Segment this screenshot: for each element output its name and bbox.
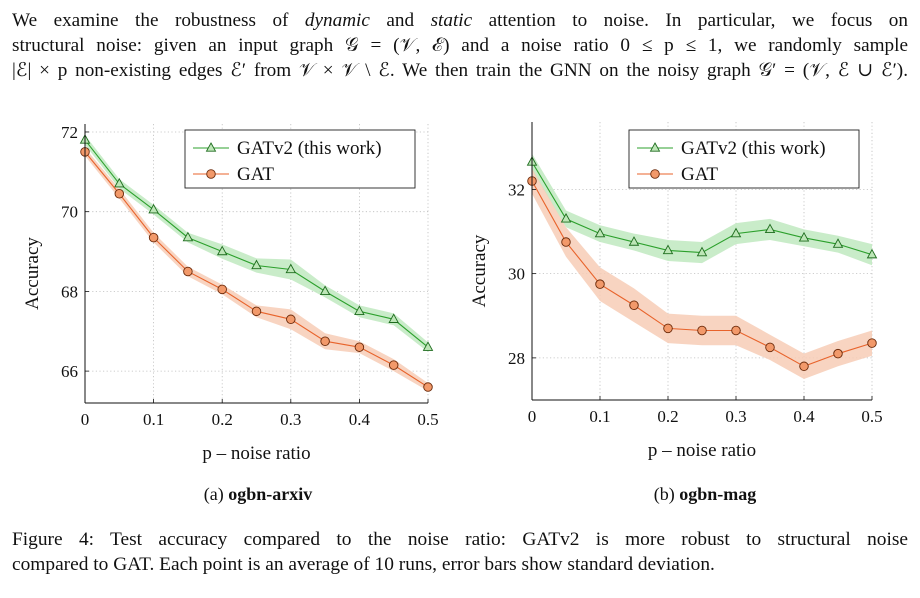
legend: GATv2 (this work) GAT	[184, 129, 416, 189]
legend: GATv2 (this work) GAT	[628, 129, 860, 189]
x-axis-label: p – noise ratio	[648, 440, 756, 461]
data-point-gatv2	[832, 238, 844, 248]
y-tick-label: 28	[508, 349, 525, 368]
std-band-gatv2	[85, 135, 428, 352]
data-point-gatv2	[594, 227, 606, 238]
legend-label: GAT	[237, 164, 274, 185]
data-point-gat	[114, 188, 125, 199]
legend-marker-gatv2	[205, 142, 217, 152]
x-tick-label: 0.1	[143, 410, 164, 429]
subcaption-a: (a) ogbn-arxiv	[38, 484, 478, 505]
chart-ogbn-arxiv: 0 0.1 0.2 0.3 0.4 0.5 66 68 70 72 p – noise ratio A…	[22, 123, 439, 464]
data-point-gat	[663, 323, 673, 334]
data-point-gat	[286, 314, 296, 325]
data-point-gat	[833, 348, 843, 359]
figure-caption: Figure 4: Test accuracy compared to the …	[12, 527, 908, 577]
intro-paragraph: We examine the robustness of dynamic and…	[12, 8, 908, 83]
grid-lines	[531, 122, 873, 400]
data-point-gat	[183, 266, 193, 277]
x-tick-label: 0.4	[349, 410, 371, 429]
paragraph-line-3: |ℰ| × p non-existing edges ℰ′ from 𝒱 × 𝒱…	[12, 60, 908, 81]
data-point-gat	[731, 325, 741, 336]
data-point-gat	[799, 361, 809, 372]
data-point-gatv2	[114, 177, 125, 188]
caption-line-1: Figure 4: Test accuracy compared to the …	[12, 529, 908, 550]
data-point-gatv2	[866, 248, 878, 259]
x-tick-label: 0	[81, 410, 90, 429]
data-point-gatv2	[319, 285, 331, 296]
data-point-gatv2	[422, 341, 434, 351]
data-point-gat	[251, 306, 262, 317]
y-tick-label: 70	[61, 203, 78, 222]
data-point-gat	[697, 325, 707, 336]
paragraph-line-1: We examine the robustness of dynamic and…	[12, 8, 908, 33]
x-tick-label: 0.4	[793, 407, 815, 426]
data-point-gat	[320, 336, 330, 346]
subcaption-b: (b) ogbn-mag	[485, 484, 920, 505]
data-point-gatv2	[182, 231, 194, 242]
data-point-gatv2	[662, 244, 674, 255]
emph-dynamic: dynamic	[304, 10, 370, 31]
data-point-gat	[867, 338, 877, 348]
y-tick-label: 68	[61, 282, 78, 301]
y-tick-label: 32	[508, 180, 525, 199]
subcaption-b-name: ogbn-mag	[679, 484, 757, 504]
data-point-gat	[388, 360, 399, 370]
line1-part-c: attention to noise. In particular, we fo…	[472, 10, 908, 31]
data-point-gat	[765, 342, 775, 353]
data-point-gat	[595, 279, 605, 289]
data-point-gatv2	[764, 223, 776, 234]
x-tick-label: 0.5	[417, 410, 438, 429]
legend-label: GATv2 (this work)	[681, 138, 826, 159]
chart-ogbn-mag: 0 0.1 0.2 0.3 0.4 0.5 28 30 32 p – noise ratio Acc…	[469, 122, 883, 461]
data-point-gatv2	[730, 227, 742, 238]
legend-box	[184, 129, 416, 189]
y-tick-label: 66	[61, 362, 78, 381]
x-tick-label: 0.2	[657, 407, 678, 426]
subcaption-a-prefix: (a)	[203, 484, 229, 504]
legend-marker-gat	[206, 169, 216, 179]
data-point-gat	[217, 284, 227, 295]
line1-part-a: We examine the robustness of	[12, 10, 305, 31]
caption-line-2: compared to GAT. Each point is an averag…	[12, 554, 715, 575]
data-point-gatv2	[560, 212, 572, 223]
y-axis-label: Accuracy	[469, 234, 490, 307]
legend-box	[628, 129, 860, 189]
legend-marker-gat	[650, 169, 660, 179]
data-point-gatv2	[354, 305, 365, 315]
x-tick-label: 0.3	[280, 410, 301, 429]
data-point-gatv2	[216, 245, 228, 256]
data-point-gat	[354, 342, 365, 352]
x-tick-label: 0.3	[725, 407, 746, 426]
x-tick-label: 0.5	[861, 407, 882, 426]
y-axis-label: Accuracy	[22, 237, 43, 310]
data-point-gat	[148, 232, 159, 243]
data-point-gatv2	[285, 263, 297, 274]
line1-part-b: and	[369, 10, 431, 31]
data-point-gatv2	[696, 246, 708, 257]
x-tick-label: 0.1	[589, 407, 610, 426]
x-axis-label: p – noise ratio	[202, 443, 310, 464]
y-tick-label: 72	[61, 123, 78, 142]
subcaption-a-name: ogbn-arxiv	[228, 484, 313, 504]
data-point-gat	[423, 382, 433, 392]
y-tick-label: 30	[508, 265, 525, 284]
data-point-gatv2	[251, 259, 262, 270]
emph-static: static	[430, 10, 473, 31]
legend-marker-gatv2	[649, 142, 661, 152]
subcaption-b-prefix: (b)	[653, 484, 680, 504]
data-point-gat	[561, 237, 571, 247]
legend-label: GAT	[681, 164, 718, 185]
legend-label: GATv2 (this work)	[237, 138, 382, 159]
data-point-gatv2	[628, 236, 640, 246]
paragraph-line-2: structural noise: given an input graph 𝒢…	[12, 35, 908, 56]
data-point-gat	[629, 300, 639, 310]
x-tick-label: 0	[528, 407, 537, 426]
data-point-gatv2	[148, 203, 159, 214]
data-point-gatv2	[388, 313, 399, 323]
x-tick-label: 0.2	[212, 410, 233, 429]
data-point-gatv2	[798, 231, 810, 242]
